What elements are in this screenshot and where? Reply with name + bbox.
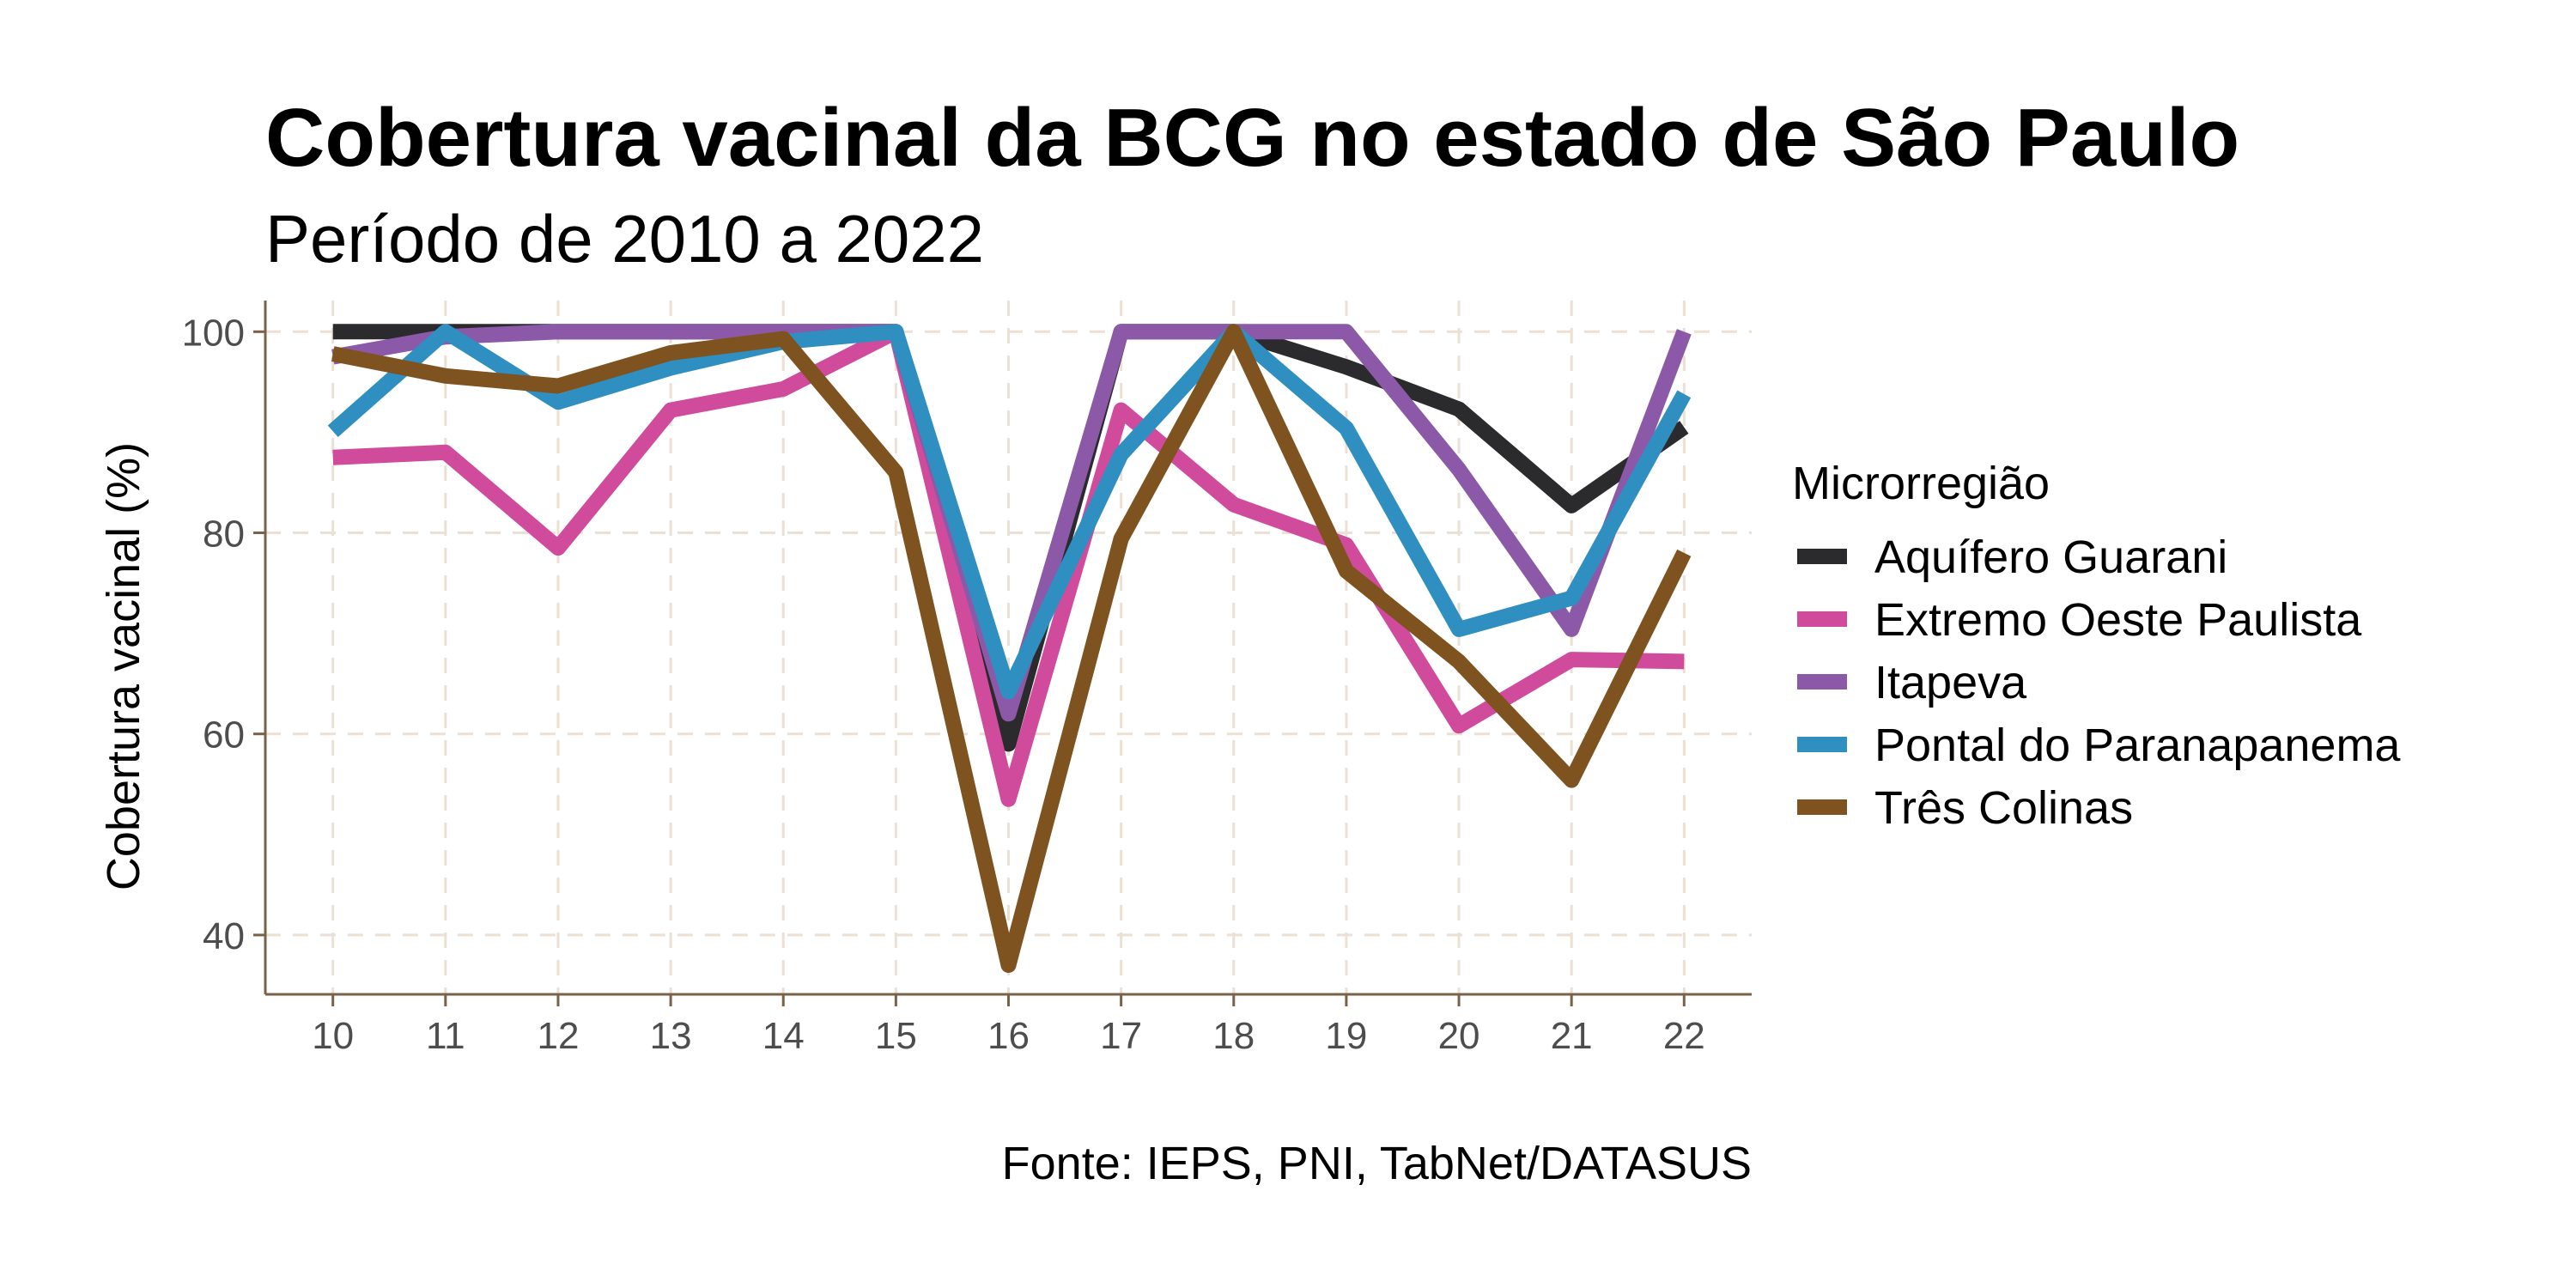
x-tick-label: 21 — [1551, 1015, 1593, 1057]
series-lines — [327, 324, 1692, 973]
legend-item: Pontal do Paranapanema — [1797, 720, 2401, 771]
x-tick-label: 11 — [426, 1015, 465, 1057]
x-tick-label: 10 — [312, 1015, 354, 1057]
tick-labels: 10 11 12 13 14 15 16 17 18 19 20 21 22 40 60 80 100 — [182, 312, 1705, 1057]
y-tick-label: 100 — [182, 312, 245, 354]
x-tick-label: 14 — [762, 1015, 805, 1057]
legend-item: Extremo Oeste Paulista — [1797, 594, 2362, 646]
y-axis-title: Cobertura vacinal (%) — [98, 442, 149, 890]
legend-item: Aquífero Guarani — [1797, 532, 2227, 583]
legend-item: Itapeva — [1797, 657, 2027, 708]
legend-label: Extremo Oeste Paulista — [1874, 594, 2362, 646]
x-tick-label: 12 — [537, 1015, 579, 1057]
legend-label: Itapeva — [1874, 657, 2027, 708]
chart-title: Cobertura vacinal da BCG no estado de Sã… — [265, 92, 2239, 184]
axes — [253, 301, 1752, 1006]
x-tick-label: 20 — [1438, 1015, 1480, 1057]
x-tick-label: 22 — [1663, 1015, 1705, 1057]
y-tick-label: 40 — [203, 915, 245, 957]
legend-title: Microrregião — [1792, 458, 2050, 509]
legend: Microrregião Aquífero Guarani Extremo Oes… — [1792, 458, 2401, 834]
legend-items: Aquífero Guarani Extremo Oeste Paulista It… — [1797, 532, 2401, 834]
legend-label: Três Colinas — [1874, 782, 2133, 834]
y-tick-label: 80 — [203, 513, 245, 556]
x-tick-label: 13 — [650, 1015, 692, 1057]
legend-label: Aquífero Guarani — [1874, 532, 2227, 583]
chart-caption: Fonte: IEPS, PNI, TabNet/DATASUS — [1002, 1138, 1752, 1189]
series-line-pontal-do-paranapanema — [327, 324, 1692, 700]
y-tick-label: 60 — [203, 714, 245, 756]
series-line-extremo-oeste-paulista — [332, 324, 1685, 807]
chart-subtitle: Período de 2010 a 2022 — [265, 201, 984, 276]
x-tick-label: 15 — [875, 1015, 917, 1057]
grid-lines — [265, 301, 1752, 994]
series-line-itapeva — [331, 324, 1692, 722]
x-tick-label: 18 — [1212, 1015, 1255, 1057]
x-tick-label: 19 — [1325, 1015, 1367, 1057]
x-tick-label: 17 — [1100, 1015, 1142, 1057]
legend-label: Pontal do Paranapanema — [1874, 720, 2401, 771]
legend-item: Três Colinas — [1797, 782, 2133, 834]
x-tick-label: 16 — [987, 1015, 1030, 1057]
series-line-tres-colinas — [331, 324, 1692, 973]
